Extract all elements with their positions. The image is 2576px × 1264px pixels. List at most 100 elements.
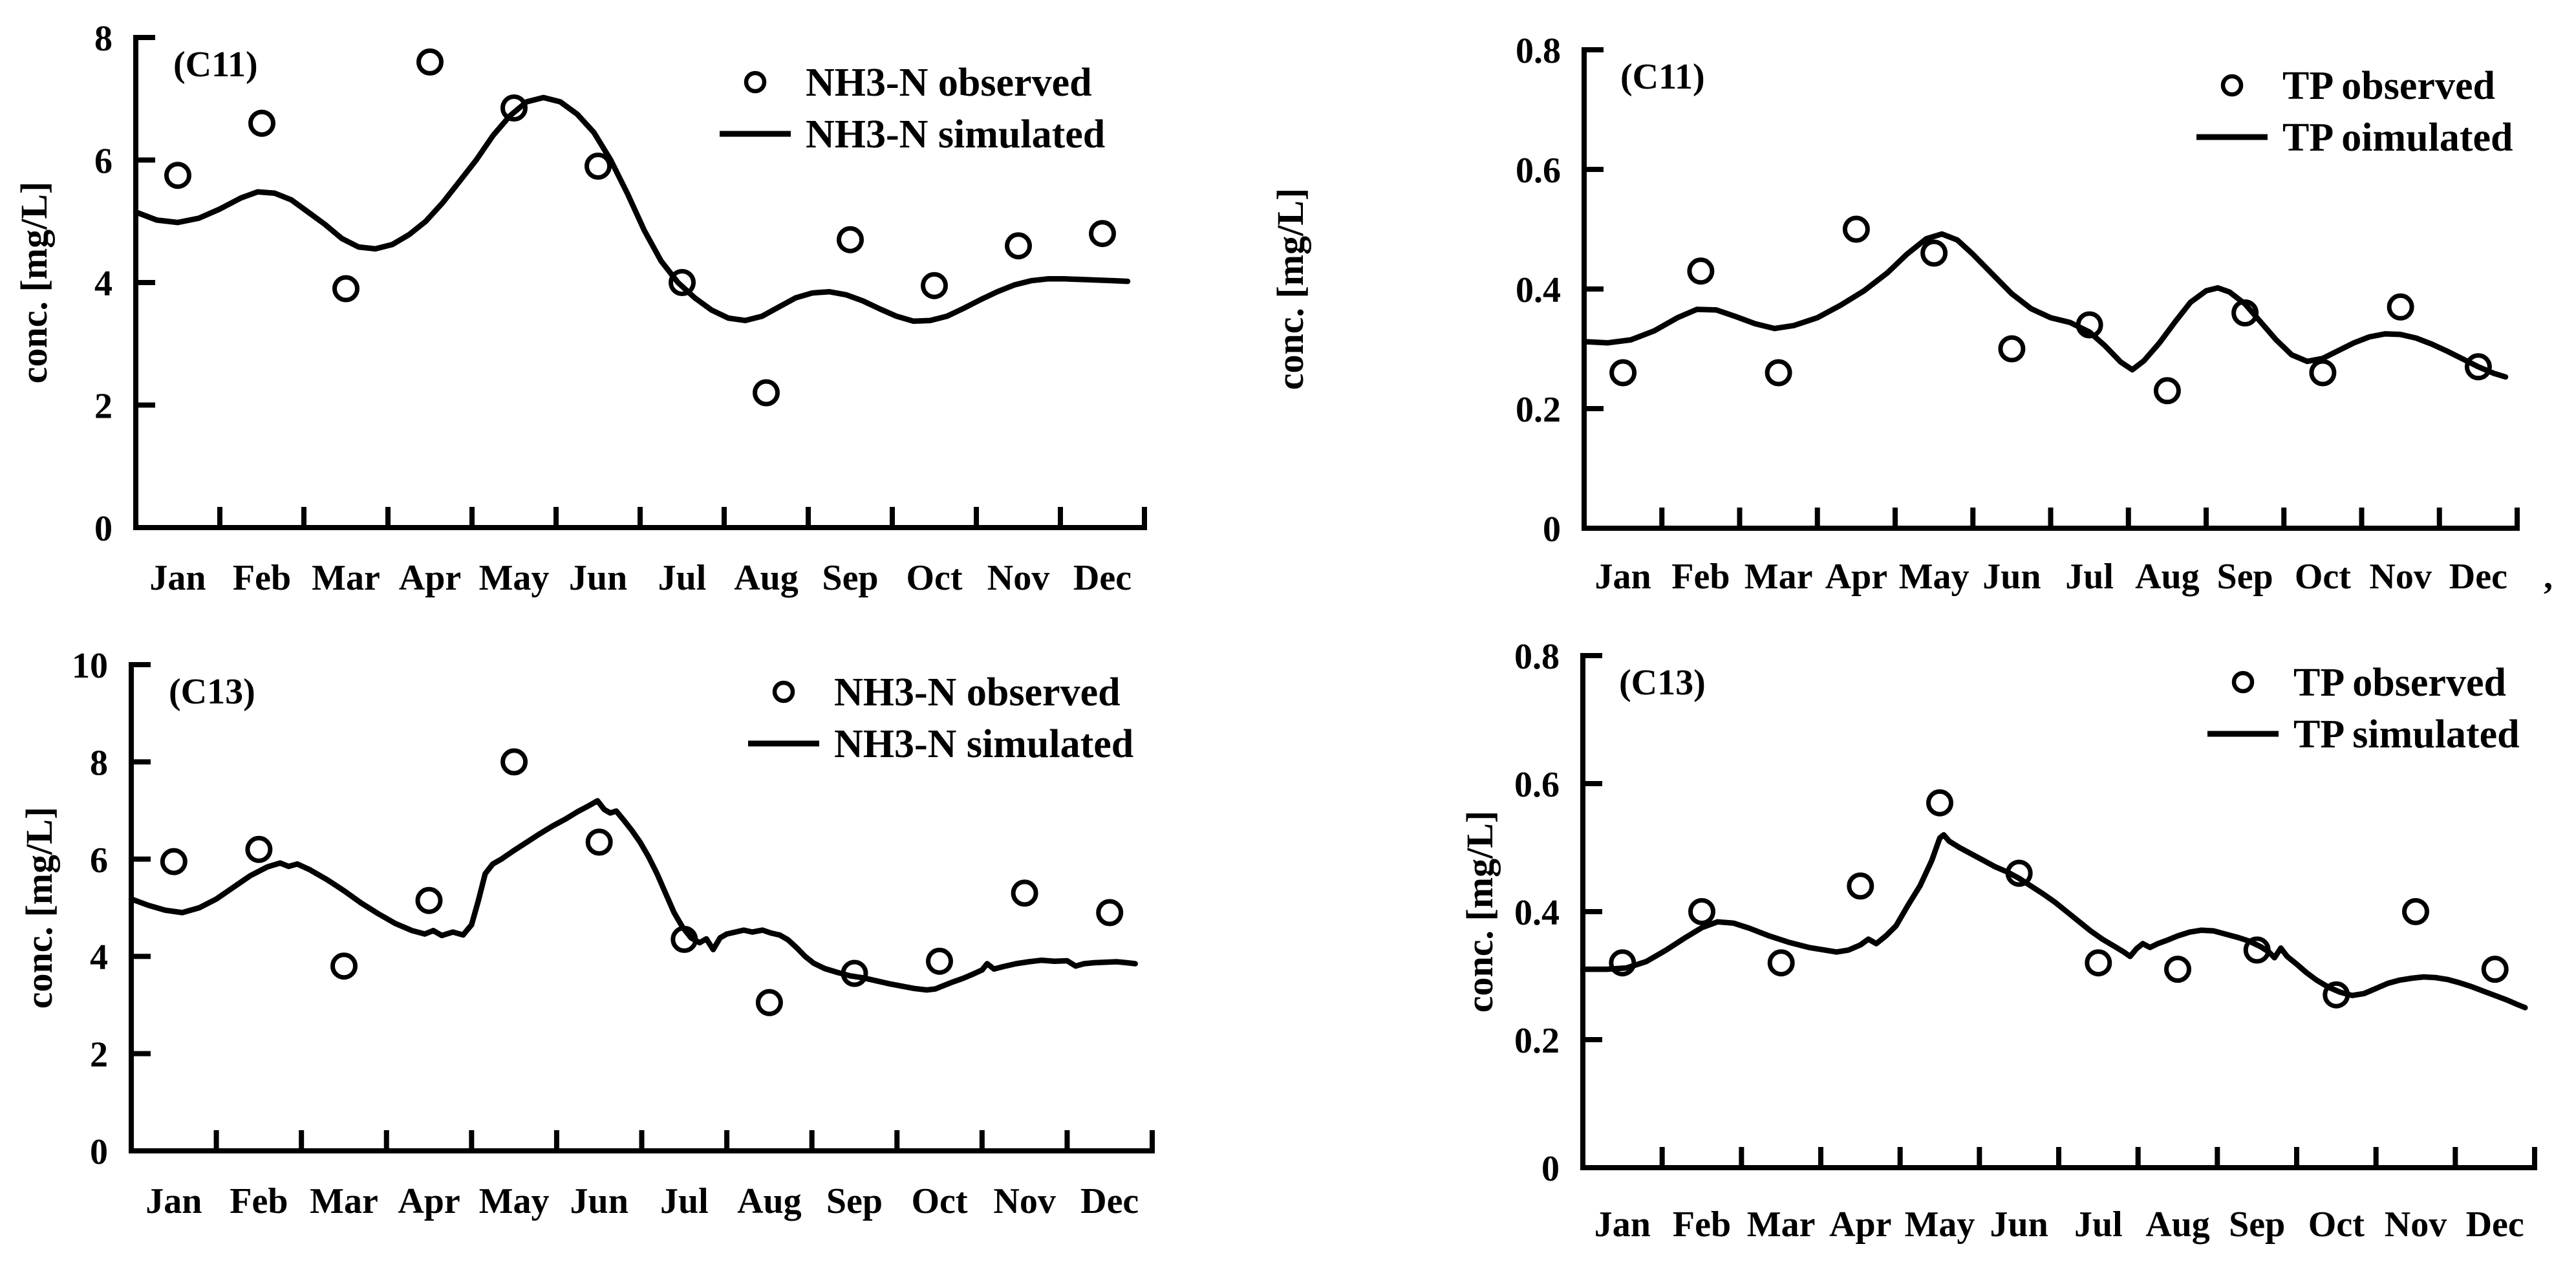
y-axis-title: conc. [mg/L] — [13, 182, 55, 384]
legend-circle-icon — [744, 70, 767, 94]
month-label: Mar — [1747, 1205, 1816, 1245]
observed-point — [841, 959, 868, 987]
y-tick-label: 0.8 — [1514, 637, 1560, 677]
y-tick-label: 0.6 — [1516, 151, 1561, 191]
y-tick-label: 4 — [90, 937, 108, 978]
month-label: Nov — [2369, 557, 2431, 597]
month-label: Jun — [1990, 1205, 2048, 1245]
month-label: Jan — [1595, 557, 1651, 597]
y-tick-label: 0.4 — [1514, 893, 1560, 933]
observed-point — [2231, 299, 2259, 327]
observed-point — [245, 835, 273, 863]
month-label: Aug — [734, 558, 799, 598]
observed-point — [921, 272, 948, 299]
month-label: May — [479, 1181, 550, 1221]
observed-point — [1089, 220, 1116, 248]
observed-point — [585, 153, 612, 180]
observed-point — [416, 48, 444, 76]
y-tick-label: 0 — [94, 509, 113, 549]
month-label: Jul — [2074, 1205, 2123, 1245]
month-label: Sep — [2229, 1205, 2285, 1245]
y-tick-label: 0.6 — [1514, 765, 1560, 805]
month-label: Mar — [312, 558, 380, 598]
observed-point — [585, 828, 613, 856]
month-label: Apr — [1825, 557, 1887, 597]
y-tick-label: 2 — [94, 387, 113, 427]
observed-point — [2153, 377, 2181, 405]
observed-point — [837, 226, 864, 253]
month-label: Feb — [1673, 1205, 1731, 1245]
month-label: Oct — [2295, 557, 2351, 597]
y-tick-label: 2 — [90, 1035, 108, 1075]
month-label: Dec — [2449, 557, 2507, 597]
y-tick-label: 4 — [94, 264, 113, 304]
observed-point — [753, 379, 780, 407]
month-label: Jul — [658, 558, 707, 598]
observed-point — [164, 162, 191, 189]
simulated-line — [1581, 231, 2509, 380]
month-label: Apr — [399, 558, 461, 598]
y-tick-label: 0 — [90, 1132, 108, 1172]
y-tick-label: 0.8 — [1516, 31, 1561, 71]
observed-point — [755, 989, 783, 1016]
month-label: Apr — [398, 1181, 460, 1221]
month-label: Jul — [660, 1181, 709, 1221]
legend-label: NH3-N observed — [834, 670, 1121, 714]
stray-mark: , — [2544, 557, 2553, 597]
month-label: May — [479, 558, 550, 598]
month-label: Aug — [2135, 557, 2200, 597]
panel-title: (C13) — [169, 672, 255, 712]
axes-c11_nh3n — [133, 35, 1147, 530]
month-label: Aug — [2145, 1205, 2210, 1245]
observed-point — [1688, 898, 1715, 925]
month-label: Oct — [2308, 1205, 2365, 1245]
y-tick-label: 10 — [72, 646, 108, 686]
y-tick-label: 6 — [94, 142, 113, 182]
month-label: Nov — [987, 558, 1049, 598]
month-label: Jul — [2065, 557, 2114, 597]
observed-point — [2243, 936, 2271, 964]
y-axis-title: conc. [mg/L] — [1269, 188, 1311, 391]
observed-point — [1842, 215, 1870, 243]
month-label: Dec — [1080, 1181, 1139, 1221]
month-label: Apr — [1829, 1205, 1891, 1245]
y-axis-title: conc. [mg/L] — [1459, 811, 1501, 1013]
legend-label: TP simulated — [2293, 712, 2520, 756]
month-label: Nov — [993, 1181, 1055, 1221]
month-label: Feb — [233, 558, 291, 598]
y-tick-label: 6 — [90, 841, 108, 881]
legend-label: NH3-N observed — [806, 61, 1092, 105]
month-label: Jan — [1594, 1205, 1651, 1245]
month-label: Dec — [1073, 558, 1132, 598]
observed-point — [1847, 872, 1874, 900]
observed-point — [1609, 359, 1637, 387]
observed-point — [500, 748, 528, 776]
observed-point — [1011, 879, 1038, 907]
y-tick-label: 0 — [1541, 1149, 1560, 1189]
legend-label: NH3-N simulated — [806, 112, 1105, 156]
observed-point — [669, 269, 696, 296]
month-label: Jan — [149, 558, 206, 598]
month-label: Jun — [569, 558, 627, 598]
y-axis-title: conc. [mg/L] — [18, 807, 60, 1009]
legend-circle-icon — [2220, 74, 2244, 97]
legend-circle-icon — [2231, 670, 2255, 694]
simulated-line — [128, 798, 1138, 993]
panel-title: (C11) — [173, 45, 258, 85]
observed-point — [2076, 311, 2103, 339]
observed-point — [1767, 949, 1795, 977]
month-label: Nov — [2385, 1205, 2447, 1245]
y-tick-label: 0.2 — [1514, 1021, 1560, 1061]
y-tick-label: 0.4 — [1516, 270, 1561, 310]
observed-point — [2323, 981, 2350, 1009]
month-label: Aug — [737, 1181, 802, 1221]
observed-point — [415, 886, 443, 914]
month-label: Jun — [570, 1181, 628, 1221]
legend-label: TP observed — [2293, 661, 2506, 705]
observed-point — [2005, 859, 2033, 887]
month-label: Oct — [912, 1181, 968, 1221]
observed-point — [2164, 956, 2191, 983]
observed-point — [2309, 359, 2337, 387]
